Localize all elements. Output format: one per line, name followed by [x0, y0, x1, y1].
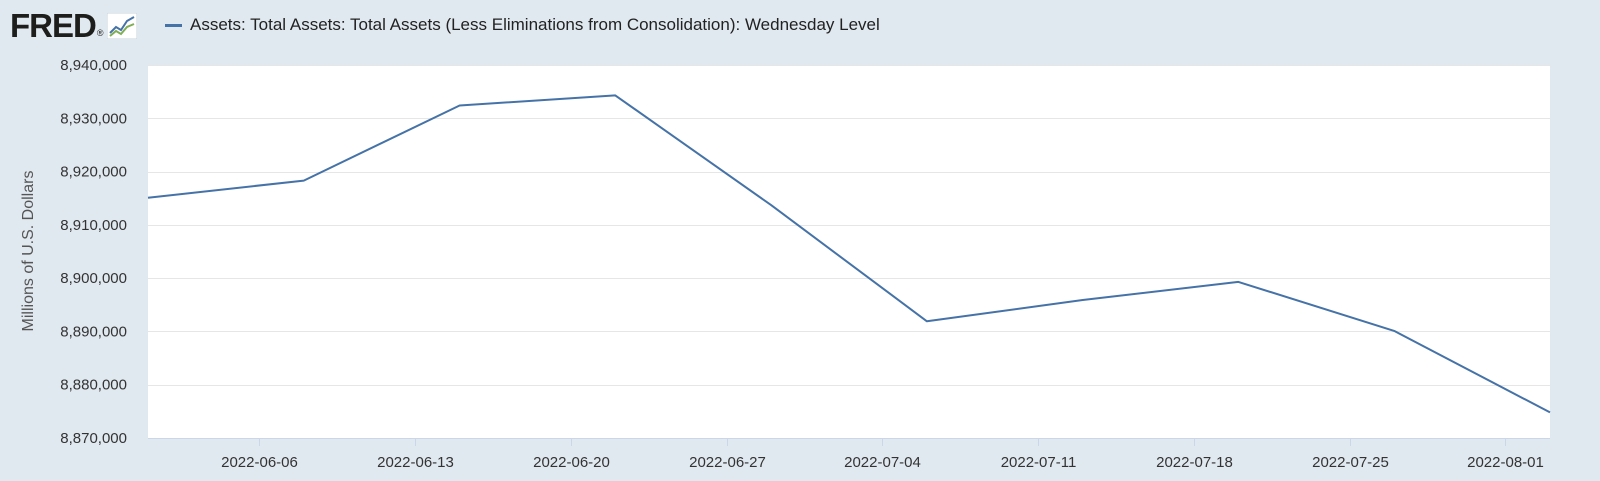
series-line[interactable]: [147, 94, 1551, 414]
y-axis-title: Millions of U.S. Dollars: [20, 171, 37, 332]
series-point[interactable]: [612, 92, 618, 98]
x-tick-label: 2022-08-01: [1467, 454, 1544, 471]
series-point[interactable]: [1080, 297, 1086, 303]
x-axis-ticks: 2022-06-06 2022-06-13 2022-06-20 2022-06-27…: [221, 438, 1544, 471]
y-tick-label: 8,920,000: [60, 164, 127, 181]
series-point[interactable]: [768, 202, 774, 208]
fred-logo-text: FRED: [10, 7, 97, 44]
x-tick-label: 2022-07-04: [844, 454, 921, 471]
line-chart-icon: [107, 13, 138, 39]
y-tick-label: 8,880,000: [60, 377, 127, 394]
grid-lines: [148, 65, 1550, 386]
x-tick-label: 2022-06-27: [689, 454, 766, 471]
x-tick-label: 2022-06-06: [221, 454, 298, 471]
legend-series-label: Assets: Total Assets: Total Assets (Less…: [190, 15, 880, 34]
series-point[interactable]: [145, 195, 151, 201]
x-tick-label: 2022-06-20: [533, 454, 610, 471]
series-group: [145, 92, 1553, 415]
series-point[interactable]: [1547, 409, 1553, 415]
y-tick-label: 8,870,000: [60, 430, 127, 447]
chart-header: FRED ® Assets: Total Assets: Total Asset…: [0, 0, 1600, 52]
x-tick-label: 2022-06-13: [377, 454, 454, 471]
y-tick-label: 8,900,000: [60, 270, 127, 287]
series-point[interactable]: [301, 178, 307, 184]
y-tick-label: 8,890,000: [60, 323, 127, 340]
legend-series-swatch: [165, 23, 182, 27]
y-tick-label: 8,940,000: [60, 57, 127, 74]
series-point[interactable]: [1235, 279, 1241, 285]
series-point[interactable]: [924, 318, 930, 324]
x-tick-label: 2022-07-11: [1001, 454, 1077, 471]
y-tick-label: 8,930,000: [60, 110, 127, 127]
series-point[interactable]: [1391, 328, 1397, 334]
fred-registered-mark: ®: [96, 28, 104, 38]
y-tick-label: 8,910,000: [60, 217, 127, 234]
fred-logo[interactable]: FRED ®: [10, 6, 138, 46]
x-tick-label: 2022-07-25: [1312, 454, 1389, 471]
series-point[interactable]: [457, 103, 463, 109]
chart-legend: Assets: Total Assets: Total Assets (Less…: [165, 13, 880, 37]
x-tick-label: 2022-07-18: [1156, 454, 1233, 471]
y-axis-ticks: 8,870,000 8,880,000 8,890,000 8,900,000 8,91…: [60, 57, 127, 447]
plot-area: [148, 65, 1550, 438]
